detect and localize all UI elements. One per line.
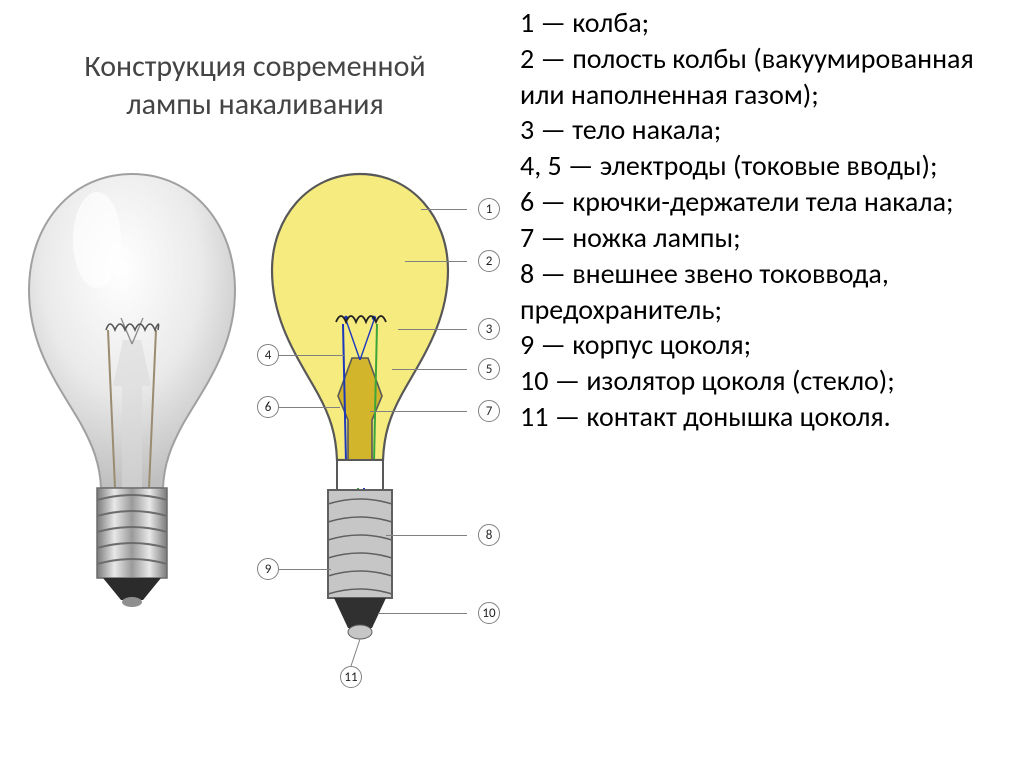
callout-2: 2	[478, 250, 500, 272]
legend-item: 11 — контакт донышка цоколя.	[520, 399, 1000, 435]
legend-item: 1 — колба;	[520, 5, 1000, 41]
legend-item: 6 — крючки-держатели тела накала;	[520, 184, 1000, 220]
legend-list: 1 — колба;2 — полость колбы (вакуумирова…	[520, 5, 1000, 435]
leader-line	[370, 411, 467, 412]
bulb-photo	[15, 168, 250, 608]
bulb-schematic: 1 2 3 5 7 4 6 8 9 10 11	[250, 162, 520, 722]
diagram-area: 1 2 3 5 7 4 6 8 9 10 11	[0, 150, 520, 740]
legend-item: 7 — ножка лампы;	[520, 220, 1000, 256]
callout-10: 10	[478, 602, 500, 624]
callout-4: 4	[257, 344, 279, 366]
leader-line	[421, 209, 467, 210]
legend-item: 10 — изолятор цоколя (стекло);	[520, 363, 1000, 399]
leader-line	[405, 261, 467, 262]
leader-line	[392, 369, 467, 370]
leader-line	[279, 569, 331, 570]
callout-1: 1	[478, 198, 500, 220]
legend-item: 9 — корпус цоколя;	[520, 327, 1000, 363]
callout-9: 9	[257, 558, 279, 580]
callout-8: 8	[478, 524, 500, 546]
leader-line	[378, 613, 467, 614]
leader-line	[398, 329, 467, 330]
legend-item: 4, 5 — электроды (токовые вводы);	[520, 148, 1000, 184]
leader-line	[279, 407, 340, 408]
callout-3: 3	[478, 318, 500, 340]
callout-11: 11	[340, 666, 362, 688]
callout-6: 6	[257, 396, 279, 418]
diagram-title: Конструкция современной лампы накаливани…	[40, 48, 470, 123]
leader-line	[386, 535, 467, 536]
legend-item: 3 — тело накала;	[520, 112, 1000, 148]
legend-item: 8 — внешнее звено токоввода, предохранит…	[520, 256, 1000, 328]
legend-item: 2 — полость колбы (вакуумированная или н…	[520, 41, 1000, 113]
callout-5: 5	[478, 358, 500, 380]
callout-7: 7	[478, 400, 500, 422]
leader-line	[279, 355, 344, 356]
